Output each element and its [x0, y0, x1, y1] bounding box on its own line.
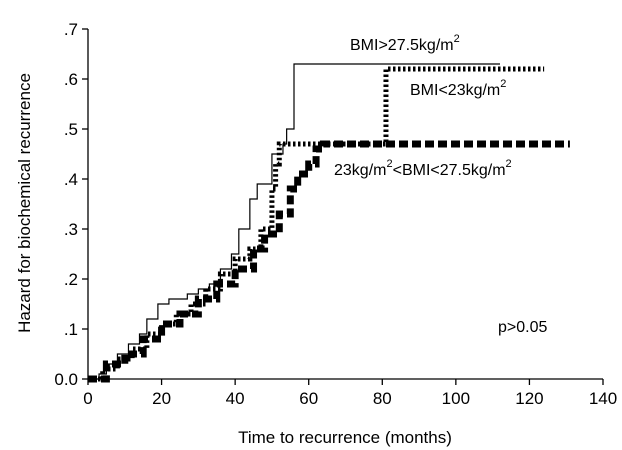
- y-tick-label: .3: [64, 220, 78, 239]
- x-tick-label: 120: [515, 389, 543, 408]
- series-label-1: BMI<23kg/m2: [410, 78, 506, 99]
- series-line-2: [88, 140, 570, 383]
- x-tick-label: 80: [373, 389, 392, 408]
- x-tick-label: 140: [589, 389, 617, 408]
- p-value-annotation: p>0.05: [498, 319, 547, 336]
- x-tick-label: 100: [442, 389, 470, 408]
- x-tick-label: 20: [152, 389, 171, 408]
- series-label-0: BMI>27.5kg/m2: [350, 33, 460, 54]
- series-label-2: 23kg/m2<BMI<27.5kg/m2: [334, 158, 512, 179]
- y-tick-label: 0.0: [54, 370, 78, 389]
- y-tick-label: .7: [64, 20, 78, 39]
- y-tick-label: .6: [64, 70, 78, 89]
- y-tick-label: .4: [64, 170, 78, 189]
- x-axis-title: Time to recurrence (months): [238, 428, 452, 447]
- x-tick-label: 60: [299, 389, 318, 408]
- y-tick-label: .1: [64, 320, 78, 339]
- x-tick-label: 40: [226, 389, 245, 408]
- ticks: 0 20 40 60 80 100 120 140 0.0 .1 .2 .3 .4 .5 .6 .7: [54, 20, 617, 408]
- y-tick-label: .2: [64, 270, 78, 289]
- series: [88, 63, 570, 383]
- series-labels: BMI>27.5kg/m2 BMI<23kg/m2 23kg/m2<BMI<27.5…: [334, 33, 512, 179]
- y-axis-title: Hazard for biochemical recurrence: [15, 73, 34, 333]
- y-tick-label: .5: [64, 120, 78, 139]
- series-line-1: [88, 66, 545, 382]
- x-tick-label: 0: [83, 389, 92, 408]
